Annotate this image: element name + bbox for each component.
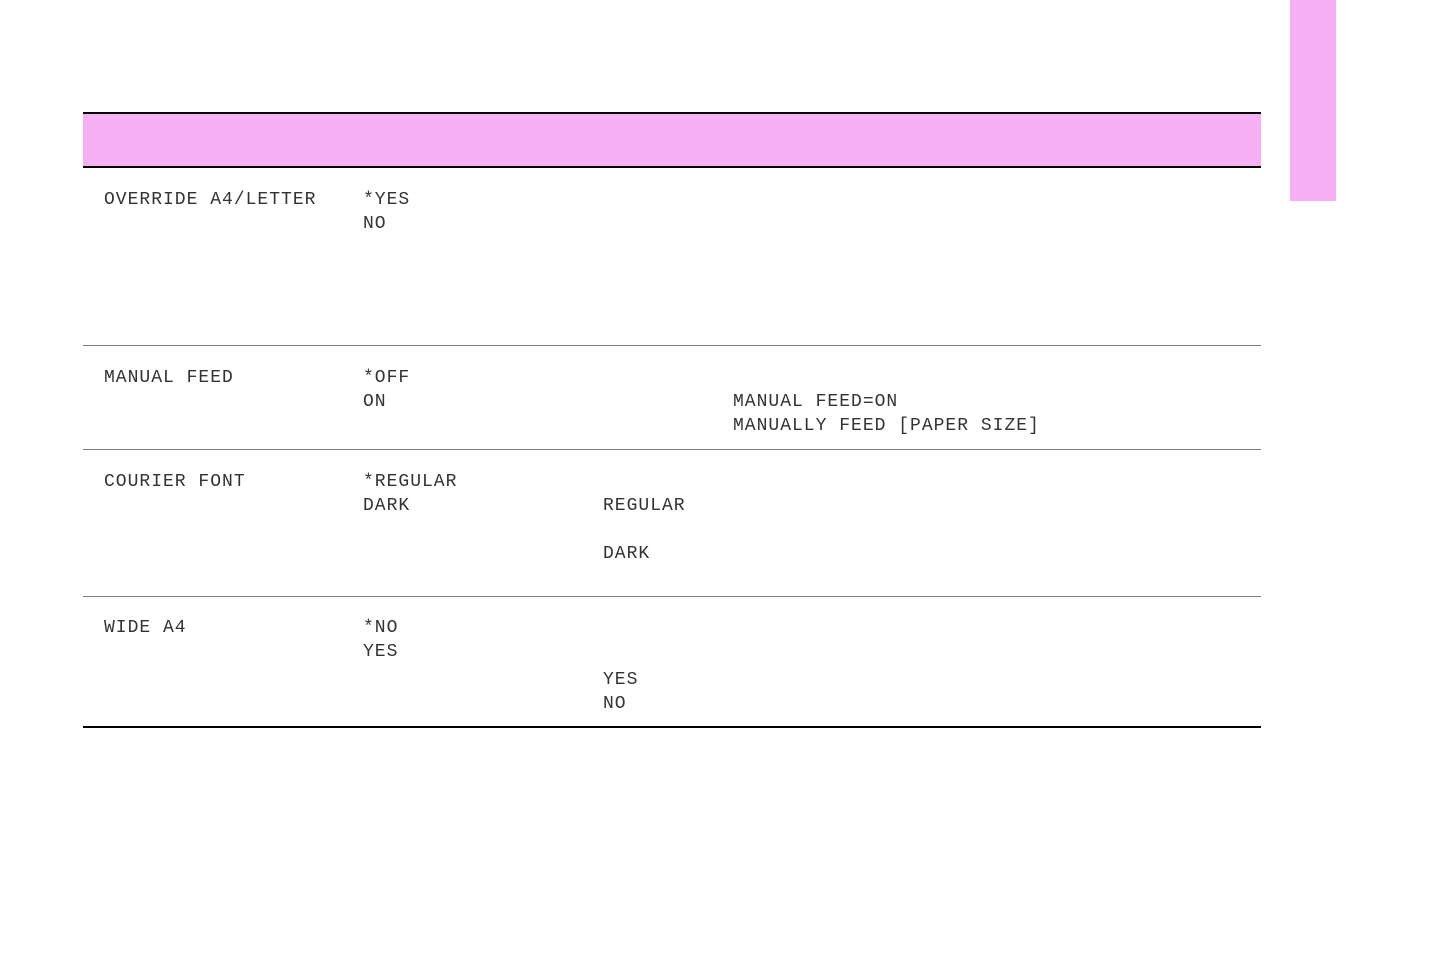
row-widea4-value-1: YES — [363, 642, 398, 662]
page: OVERRIDE A4/LETTER *YES NO MANUAL FEED *… — [0, 0, 1431, 954]
row-courier-value-1: DARK — [363, 496, 410, 516]
side-tab — [1290, 0, 1336, 201]
row-manual-desc2-1: MANUALLY FEED [PAPER SIZE] — [733, 416, 1040, 436]
row-manual-top-rule — [83, 345, 1261, 346]
row-widea4-value-0: *NO — [363, 618, 398, 638]
row-manual-value-1: ON — [363, 392, 387, 412]
row-manual-item: MANUAL FEED — [104, 368, 234, 388]
row-courier-desc1-0: REGULAR — [603, 496, 686, 516]
row-manual-value-0: *OFF — [363, 368, 410, 388]
row-widea4-bottom-rule — [83, 726, 1261, 728]
header-bottom-rule — [83, 166, 1261, 168]
row-override-value-0: *YES — [363, 190, 410, 210]
row-widea4-desc1-3: NO — [603, 694, 627, 714]
row-override-item: OVERRIDE A4/LETTER — [104, 190, 316, 210]
row-courier-value-0: *REGULAR — [363, 472, 457, 492]
row-manual-desc2-0: MANUAL FEED=ON — [733, 392, 898, 412]
row-manual-bottom-rule — [83, 449, 1261, 450]
row-widea4-desc1-2: YES — [603, 670, 638, 690]
row-widea4-item: WIDE A4 — [104, 618, 187, 638]
row-override-value-1: NO — [363, 214, 387, 234]
row-courier-bottom-rule — [83, 596, 1261, 597]
row-courier-desc1-2: DARK — [603, 544, 650, 564]
header-fill — [83, 114, 1261, 166]
row-courier-item: COURIER FONT — [104, 472, 246, 492]
